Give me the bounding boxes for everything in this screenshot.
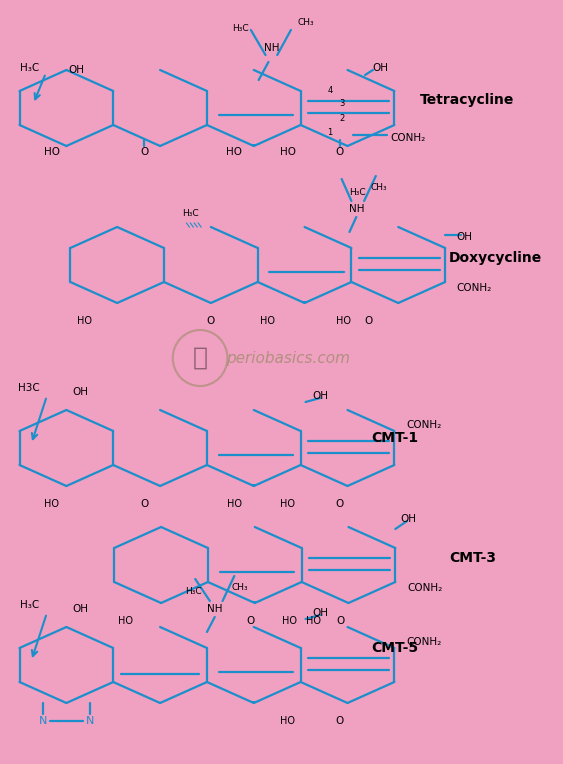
Text: 1: 1 bbox=[327, 128, 333, 137]
Text: H₃C: H₃C bbox=[20, 63, 39, 73]
Text: NH: NH bbox=[348, 204, 364, 214]
Text: H₃C: H₃C bbox=[182, 209, 199, 218]
Text: O: O bbox=[207, 316, 215, 326]
Text: CH₃: CH₃ bbox=[371, 183, 387, 192]
Text: O: O bbox=[336, 716, 344, 726]
Text: CONH₂: CONH₂ bbox=[406, 420, 441, 430]
Text: O: O bbox=[140, 499, 149, 509]
Text: OH: OH bbox=[72, 387, 88, 397]
Text: HO: HO bbox=[44, 499, 59, 509]
Text: CMT-1: CMT-1 bbox=[371, 431, 418, 445]
Text: HO: HO bbox=[306, 616, 321, 626]
Text: OH: OH bbox=[400, 514, 416, 524]
Text: N: N bbox=[39, 716, 47, 726]
Text: Tetracycline: Tetracycline bbox=[420, 93, 514, 107]
Text: HO: HO bbox=[280, 716, 296, 726]
Text: Doxycycline: Doxycycline bbox=[449, 251, 542, 265]
Text: O: O bbox=[247, 616, 255, 626]
Text: OH: OH bbox=[312, 391, 328, 401]
Text: O: O bbox=[336, 499, 344, 509]
Text: O: O bbox=[337, 616, 345, 626]
Text: HO: HO bbox=[260, 316, 275, 326]
Text: periobasics.com: periobasics.com bbox=[226, 351, 350, 365]
Text: OH: OH bbox=[68, 65, 84, 75]
Text: H₃C: H₃C bbox=[350, 187, 366, 196]
Text: OH: OH bbox=[373, 63, 388, 73]
Text: HO: HO bbox=[227, 499, 242, 509]
Text: O: O bbox=[336, 147, 344, 157]
Text: HO: HO bbox=[280, 499, 296, 509]
Text: CH₃: CH₃ bbox=[231, 582, 248, 591]
Text: CONH₂: CONH₂ bbox=[391, 133, 426, 143]
Text: HO: HO bbox=[336, 316, 351, 326]
Text: OH: OH bbox=[457, 232, 473, 242]
Text: OH: OH bbox=[72, 604, 88, 614]
Text: CONH₂: CONH₂ bbox=[407, 583, 443, 593]
Text: HO: HO bbox=[78, 316, 92, 326]
Text: NH: NH bbox=[263, 43, 279, 53]
Text: HO: HO bbox=[283, 616, 297, 626]
Text: OH: OH bbox=[312, 608, 328, 618]
Text: 3: 3 bbox=[339, 99, 345, 108]
Text: H₃C: H₃C bbox=[233, 24, 249, 33]
Text: CONH₂: CONH₂ bbox=[457, 283, 492, 293]
Text: H₃C: H₃C bbox=[20, 600, 39, 610]
Text: 4: 4 bbox=[327, 86, 333, 95]
Text: H₃C: H₃C bbox=[185, 588, 202, 597]
Text: 🦷: 🦷 bbox=[193, 346, 208, 370]
Text: HO: HO bbox=[280, 147, 296, 157]
Text: HO: HO bbox=[44, 147, 60, 157]
Text: CMT-3: CMT-3 bbox=[449, 551, 496, 565]
Text: H3C: H3C bbox=[19, 383, 40, 393]
Text: N: N bbox=[86, 716, 94, 726]
Text: CONH₂: CONH₂ bbox=[406, 637, 441, 647]
Text: CH₃: CH₃ bbox=[298, 18, 314, 27]
Text: NH: NH bbox=[207, 604, 222, 614]
Text: O: O bbox=[140, 147, 149, 157]
Text: HO: HO bbox=[118, 616, 133, 626]
Text: HO: HO bbox=[226, 147, 242, 157]
Text: 2: 2 bbox=[339, 114, 345, 122]
Text: O: O bbox=[365, 316, 373, 326]
Text: CMT-5: CMT-5 bbox=[371, 641, 418, 655]
